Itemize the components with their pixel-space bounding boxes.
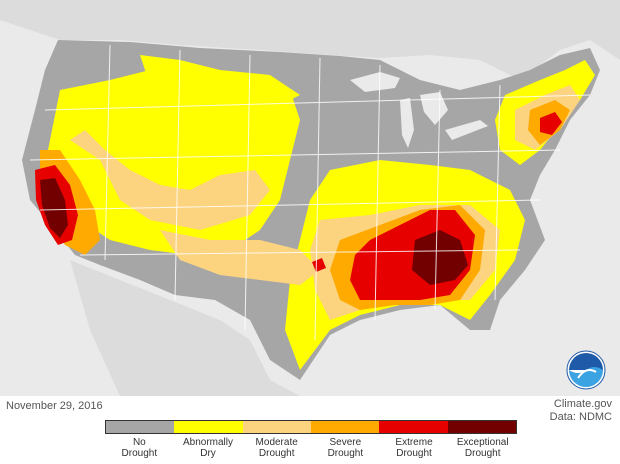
credit-source[interactable]: Climate.gov xyxy=(553,398,612,410)
legend-labels: No Drought Abnormally Dry Moderate Drought … xyxy=(105,437,517,459)
region-extreme-ne xyxy=(540,112,562,135)
noaa-logo[interactable] xyxy=(566,350,606,390)
legend: No Drought Abnormally Dry Moderate Drought … xyxy=(105,420,517,459)
legend-label-extreme: Extreme Drought xyxy=(395,437,433,459)
legend-color-bar xyxy=(105,420,517,434)
region-exceptional-southeast xyxy=(412,230,468,285)
legend-swatch-no-drought xyxy=(106,421,175,433)
legend-label-abnormally-dry: Abnormally Dry xyxy=(182,437,234,459)
lake-michigan xyxy=(400,98,414,148)
region-moderate-south xyxy=(160,230,320,285)
map-date: November 29, 2016 xyxy=(6,400,103,412)
credit-block: Climate.gov Data: NDMC xyxy=(550,398,612,424)
legend-label-exceptional: Exceptional Drought xyxy=(456,437,509,459)
legend-label-severe: Severe Drought xyxy=(327,437,364,459)
legend-swatch-abnormally-dry xyxy=(174,421,243,433)
canada-land xyxy=(0,0,620,80)
region-exceptional-ca xyxy=(40,178,68,238)
mexico-land xyxy=(70,260,300,396)
legend-label-no-drought: No Drought xyxy=(121,437,158,459)
us-drought-map-svg xyxy=(0,0,620,396)
state-boundaries xyxy=(29,44,591,341)
lake-superior xyxy=(350,72,400,92)
legend-swatch-moderate xyxy=(242,421,311,433)
credit-data: Data: NDMC xyxy=(549,411,612,423)
legend-label-moderate: Moderate Drought xyxy=(255,437,298,459)
lake-huron xyxy=(420,92,448,125)
legend-swatch-severe xyxy=(310,421,380,433)
legend-swatch-exceptional xyxy=(447,421,516,433)
region-moderate-west xyxy=(70,130,270,230)
region-extreme-spot xyxy=(312,258,326,272)
legend-swatch-extreme xyxy=(379,421,448,433)
drought-map xyxy=(0,0,620,396)
lake-erie xyxy=(445,120,488,140)
